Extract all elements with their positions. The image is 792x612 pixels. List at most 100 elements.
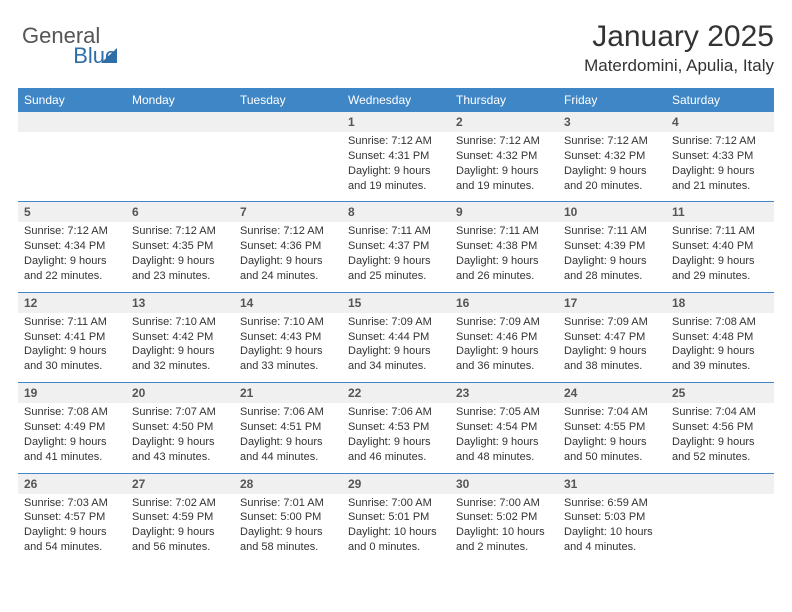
sunset-line: Sunset: 4:42 PM bbox=[132, 330, 228, 345]
sunrise-line: Sunrise: 6:59 AM bbox=[564, 496, 660, 511]
day-info: Sunrise: 7:11 AMSunset: 4:38 PMDaylight:… bbox=[456, 224, 552, 283]
daylight-line: Daylight: 9 hours and 56 minutes. bbox=[132, 525, 228, 555]
day-info: Sunrise: 7:12 AMSunset: 4:35 PMDaylight:… bbox=[132, 224, 228, 283]
day-info-cell: Sunrise: 7:09 AMSunset: 4:47 PMDaylight:… bbox=[558, 313, 666, 383]
daylight-line: Daylight: 9 hours and 19 minutes. bbox=[348, 164, 444, 194]
day-info-cell: Sunrise: 7:07 AMSunset: 4:50 PMDaylight:… bbox=[126, 403, 234, 473]
day-info-cell: Sunrise: 7:12 AMSunset: 4:33 PMDaylight:… bbox=[666, 132, 774, 202]
day-number-cell: 9 bbox=[450, 202, 558, 223]
day-number-cell: 24 bbox=[558, 383, 666, 404]
day-info: Sunrise: 7:04 AMSunset: 4:56 PMDaylight:… bbox=[672, 405, 768, 464]
sunset-line: Sunset: 4:37 PM bbox=[348, 239, 444, 254]
sunset-line: Sunset: 4:32 PM bbox=[456, 149, 552, 164]
daylight-line: Daylight: 9 hours and 32 minutes. bbox=[132, 344, 228, 374]
day-info-cell bbox=[126, 132, 234, 202]
sunset-line: Sunset: 4:41 PM bbox=[24, 330, 120, 345]
day-info: Sunrise: 7:06 AMSunset: 4:53 PMDaylight:… bbox=[348, 405, 444, 464]
day-info-cell: Sunrise: 7:11 AMSunset: 4:37 PMDaylight:… bbox=[342, 222, 450, 292]
day-number-cell: 29 bbox=[342, 473, 450, 494]
daynum-row: 1234 bbox=[18, 112, 774, 132]
day-number-cell: 16 bbox=[450, 292, 558, 313]
day-info-cell: Sunrise: 7:12 AMSunset: 4:31 PMDaylight:… bbox=[342, 132, 450, 202]
sunset-line: Sunset: 4:32 PM bbox=[564, 149, 660, 164]
daylight-line: Daylight: 9 hours and 43 minutes. bbox=[132, 435, 228, 465]
sunrise-line: Sunrise: 7:12 AM bbox=[240, 224, 336, 239]
sunrise-line: Sunrise: 7:10 AM bbox=[240, 315, 336, 330]
daylight-line: Daylight: 9 hours and 24 minutes. bbox=[240, 254, 336, 284]
calendar-body: 1234Sunrise: 7:12 AMSunset: 4:31 PMDayli… bbox=[18, 112, 774, 563]
day-info-cell: Sunrise: 7:11 AMSunset: 4:38 PMDaylight:… bbox=[450, 222, 558, 292]
header: General January 2025 Materdomini, Apulia… bbox=[18, 20, 774, 76]
sunset-line: Sunset: 4:50 PM bbox=[132, 420, 228, 435]
logo-stack: General Blue bbox=[22, 26, 117, 66]
day-number-cell: 23 bbox=[450, 383, 558, 404]
sunset-line: Sunset: 5:02 PM bbox=[456, 510, 552, 525]
day-info-cell: Sunrise: 6:59 AMSunset: 5:03 PMDaylight:… bbox=[558, 494, 666, 563]
daylight-line: Daylight: 9 hours and 28 minutes. bbox=[564, 254, 660, 284]
sunrise-line: Sunrise: 7:11 AM bbox=[672, 224, 768, 239]
sunrise-line: Sunrise: 7:09 AM bbox=[564, 315, 660, 330]
day-number-cell bbox=[18, 112, 126, 132]
sunrise-line: Sunrise: 7:11 AM bbox=[24, 315, 120, 330]
daynum-row: 12131415161718 bbox=[18, 292, 774, 313]
day-info-cell: Sunrise: 7:12 AMSunset: 4:32 PMDaylight:… bbox=[450, 132, 558, 202]
day-info: Sunrise: 7:11 AMSunset: 4:39 PMDaylight:… bbox=[564, 224, 660, 283]
sunset-line: Sunset: 4:43 PM bbox=[240, 330, 336, 345]
daylight-line: Daylight: 9 hours and 19 minutes. bbox=[456, 164, 552, 194]
day-info-cell: Sunrise: 7:06 AMSunset: 4:53 PMDaylight:… bbox=[342, 403, 450, 473]
day-number-cell: 1 bbox=[342, 112, 450, 132]
day-number-cell: 12 bbox=[18, 292, 126, 313]
sunset-line: Sunset: 4:51 PM bbox=[240, 420, 336, 435]
sunrise-line: Sunrise: 7:11 AM bbox=[564, 224, 660, 239]
daylight-line: Daylight: 9 hours and 30 minutes. bbox=[24, 344, 120, 374]
calendar-table: Sunday Monday Tuesday Wednesday Thursday… bbox=[18, 88, 774, 563]
sunrise-line: Sunrise: 7:00 AM bbox=[456, 496, 552, 511]
sunset-line: Sunset: 4:47 PM bbox=[564, 330, 660, 345]
day-info-cell: Sunrise: 7:06 AMSunset: 4:51 PMDaylight:… bbox=[234, 403, 342, 473]
day-info-cell bbox=[666, 494, 774, 563]
daylight-line: Daylight: 9 hours and 41 minutes. bbox=[24, 435, 120, 465]
col-sunday: Sunday bbox=[18, 88, 126, 112]
daylight-line: Daylight: 9 hours and 36 minutes. bbox=[456, 344, 552, 374]
daylight-line: Daylight: 9 hours and 20 minutes. bbox=[564, 164, 660, 194]
sunset-line: Sunset: 4:33 PM bbox=[672, 149, 768, 164]
sunrise-line: Sunrise: 7:02 AM bbox=[132, 496, 228, 511]
sunrise-line: Sunrise: 7:12 AM bbox=[456, 134, 552, 149]
daynum-row: 19202122232425 bbox=[18, 383, 774, 404]
daylight-line: Daylight: 9 hours and 39 minutes. bbox=[672, 344, 768, 374]
sunset-line: Sunset: 4:49 PM bbox=[24, 420, 120, 435]
day-number-cell: 14 bbox=[234, 292, 342, 313]
col-saturday: Saturday bbox=[666, 88, 774, 112]
day-info: Sunrise: 7:09 AMSunset: 4:46 PMDaylight:… bbox=[456, 315, 552, 374]
location-text: Materdomini, Apulia, Italy bbox=[584, 56, 774, 76]
day-info-cell: Sunrise: 7:05 AMSunset: 4:54 PMDaylight:… bbox=[450, 403, 558, 473]
day-number-cell: 18 bbox=[666, 292, 774, 313]
daylight-line: Daylight: 10 hours and 0 minutes. bbox=[348, 525, 444, 555]
day-number-cell: 13 bbox=[126, 292, 234, 313]
col-wednesday: Wednesday bbox=[342, 88, 450, 112]
sunrise-line: Sunrise: 7:09 AM bbox=[348, 315, 444, 330]
day-info: Sunrise: 7:00 AMSunset: 5:02 PMDaylight:… bbox=[456, 496, 552, 555]
day-info-cell: Sunrise: 7:12 AMSunset: 4:32 PMDaylight:… bbox=[558, 132, 666, 202]
day-info-cell bbox=[18, 132, 126, 202]
sunrise-line: Sunrise: 7:01 AM bbox=[240, 496, 336, 511]
day-number-cell: 20 bbox=[126, 383, 234, 404]
sunrise-line: Sunrise: 7:08 AM bbox=[24, 405, 120, 420]
sunset-line: Sunset: 4:35 PM bbox=[132, 239, 228, 254]
day-info-cell: Sunrise: 7:01 AMSunset: 5:00 PMDaylight:… bbox=[234, 494, 342, 563]
daynum-row: 567891011 bbox=[18, 202, 774, 223]
sunrise-line: Sunrise: 7:06 AM bbox=[240, 405, 336, 420]
logo-blue: Blue bbox=[73, 43, 117, 68]
day-info-cell: Sunrise: 7:08 AMSunset: 4:49 PMDaylight:… bbox=[18, 403, 126, 473]
day-info: Sunrise: 7:00 AMSunset: 5:01 PMDaylight:… bbox=[348, 496, 444, 555]
daylight-line: Daylight: 9 hours and 58 minutes. bbox=[240, 525, 336, 555]
daylight-line: Daylight: 10 hours and 2 minutes. bbox=[456, 525, 552, 555]
sunrise-line: Sunrise: 7:10 AM bbox=[132, 315, 228, 330]
day-info: Sunrise: 7:12 AMSunset: 4:32 PMDaylight:… bbox=[564, 134, 660, 193]
daylight-line: Daylight: 9 hours and 38 minutes. bbox=[564, 344, 660, 374]
day-info-cell: Sunrise: 7:11 AMSunset: 4:40 PMDaylight:… bbox=[666, 222, 774, 292]
sunset-line: Sunset: 5:03 PM bbox=[564, 510, 660, 525]
sunrise-line: Sunrise: 7:12 AM bbox=[24, 224, 120, 239]
day-info: Sunrise: 7:07 AMSunset: 4:50 PMDaylight:… bbox=[132, 405, 228, 464]
daylight-line: Daylight: 10 hours and 4 minutes. bbox=[564, 525, 660, 555]
